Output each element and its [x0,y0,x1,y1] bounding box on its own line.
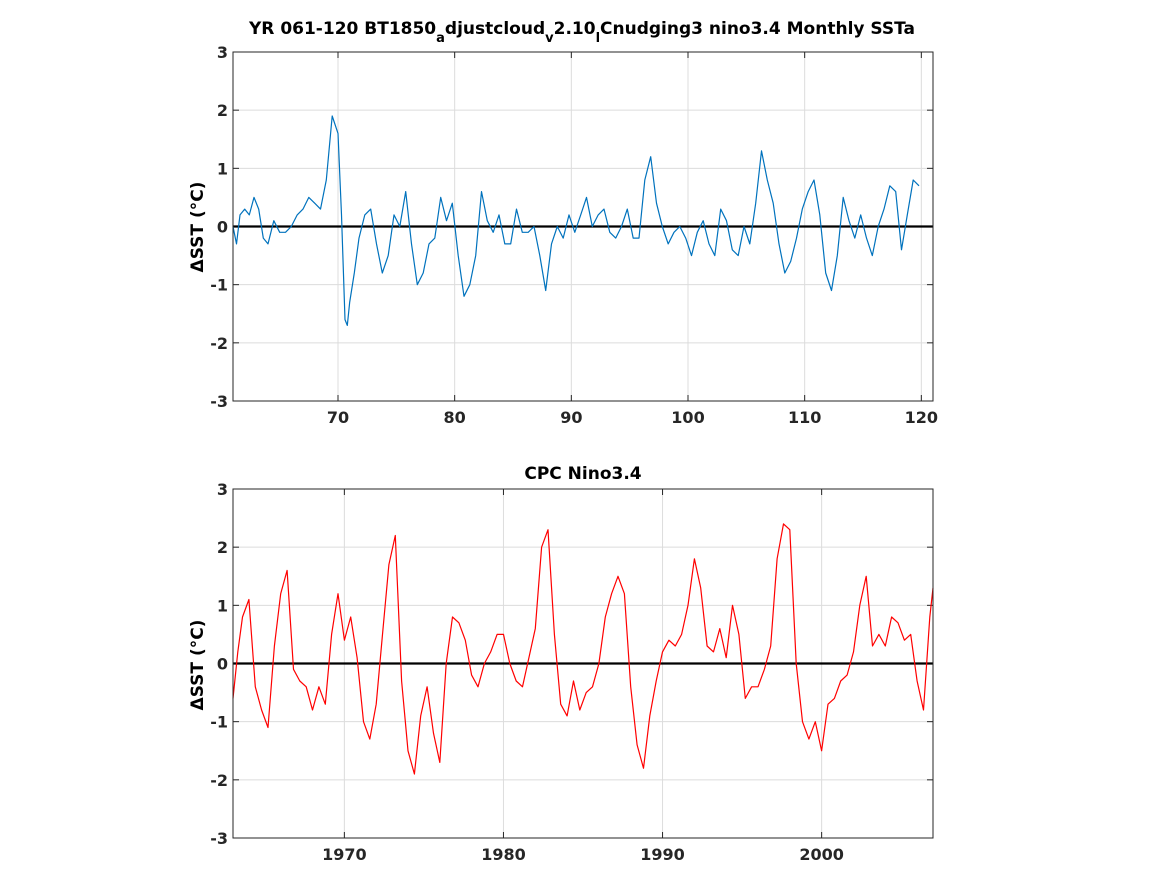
bottom-y-tick-label: 2 [217,538,228,557]
top-x-tick-label: 90 [560,408,582,427]
top-y-tick-label: 1 [217,159,228,178]
bottom-axes-frame [232,488,934,839]
bottom-x-tick-label: 1990 [640,845,685,864]
top-y-tick-label: -3 [210,392,228,411]
bottom-y-tick-label: -1 [210,713,228,732]
bottom-x-tick-label: 1980 [481,845,526,864]
top-axes-frame [232,51,934,402]
bottom-y-axis-label: ΔSST (°C) [188,620,208,711]
bottom-y-tick-label: 1 [217,596,228,615]
top-y-tick-label: 2 [217,101,228,120]
top-y-tick-label: -2 [210,334,228,353]
bottom-x-tick-label: 2000 [799,845,844,864]
bottom-y-tick-label: -2 [210,771,228,790]
top-x-tick-label: 80 [444,408,466,427]
top-sst-anomaly-series [232,115,920,326]
bottom-y-tick-label: 0 [217,655,228,674]
top-chart-title: YR 061-120 BT1850adjustcloudv2.10lCnudgi… [248,19,915,46]
top-x-tick-label: 120 [905,408,938,427]
bottom-subplot: CPC Nino3.4 ΔSST (°C) 1970 1980 1990 2000 -3… [188,464,934,864]
bottom-x-tick-label: 1970 [322,845,367,864]
top-y-tick-label: 0 [217,218,228,237]
top-x-tick-label: 110 [788,408,821,427]
bottom-y-tick-label: 3 [217,480,228,499]
top-y-axis-label: ΔSST (°C) [188,182,208,273]
top-x-tick-label: 70 [327,408,349,427]
top-x-tick-label: 100 [671,408,704,427]
bottom-sst-anomaly-series [232,523,934,775]
bottom-chart-title: CPC Nino3.4 [524,464,641,484]
top-subplot: YR 061-120 BT1850adjustcloudv2.10lCnudgi… [188,19,938,427]
top-y-tick-label: 3 [217,43,228,62]
top-y-tick-label: -1 [210,276,228,295]
bottom-y-tick-label: -3 [210,829,228,848]
